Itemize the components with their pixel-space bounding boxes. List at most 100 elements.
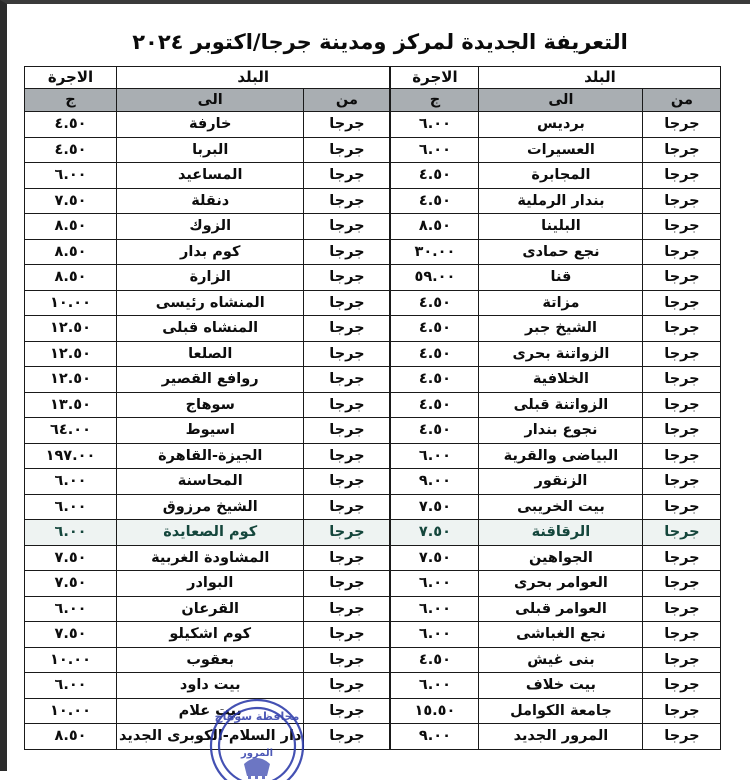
table-row: جرجا المنشاه قبلى ١٢.٥٠ xyxy=(24,315,391,342)
cell-from: جرجا xyxy=(642,238,722,265)
cell-destination: الزواتنة بحرى xyxy=(478,340,644,367)
cell-fare: ٤.٥٠ xyxy=(390,366,480,393)
cell-fare: ٤.٥٠ xyxy=(390,315,480,342)
table-row: جرجا القرعان ٦.٠٠ xyxy=(24,595,391,622)
cell-from: جرجا xyxy=(303,570,391,597)
table-row: جرجا بيت الخريبى ٧.٥٠ xyxy=(390,493,722,520)
cell-from: جرجا xyxy=(642,340,722,367)
cell-fare: ٩.٠٠ xyxy=(390,468,480,495)
cell-destination: العوامر قبلى xyxy=(478,595,644,622)
table-row: جرجا الزارة ٨.٥٠ xyxy=(24,264,391,291)
table-row: جرجا نجع حمادى ٣٠.٠٠ xyxy=(390,238,722,265)
table-row: جرجا الجيزة-القاهرة ١٩٧.٠٠ xyxy=(24,442,391,469)
cell-from: جرجا xyxy=(642,468,722,495)
cell-fare: ٦.٠٠ xyxy=(24,672,117,699)
cell-fare: ٦.٠٠ xyxy=(390,111,480,138)
table-body-right: جرجا خارفة ٤.٥٠ جرجا البربا ٤.٥٠ جرجا المساعيد ٦… xyxy=(24,111,391,750)
cell-fare: ١٢.٥٠ xyxy=(24,340,117,367)
cell-destination: دنقلة xyxy=(115,187,305,214)
table-row: جرجا قنا ٥٩.٠٠ xyxy=(390,264,722,291)
cell-destination: كوم اشكيلو xyxy=(115,621,305,648)
cell-fare: ٦.٠٠ xyxy=(390,621,480,648)
table-row: جرجا روافع القصير ١٢.٥٠ xyxy=(24,366,391,393)
cell-fare: ٦.٠٠ xyxy=(390,672,480,699)
header-fare-unit: ج xyxy=(390,88,480,112)
table-row: جرجا خارفة ٤.٥٠ xyxy=(24,111,391,138)
table-row: جرجا كوم اشكيلو ٧.٥٠ xyxy=(24,621,391,648)
table-row: جرجا كوم الصعايدة ٦.٠٠ xyxy=(24,519,391,546)
cell-from: جرجا xyxy=(303,238,391,265)
cell-fare: ٧.٥٠ xyxy=(24,570,117,597)
table-row: جرجا نجع الغباشى ٦.٠٠ xyxy=(390,621,722,648)
cell-fare: ٦.٠٠ xyxy=(24,519,117,546)
cell-fare: ٤.٥٠ xyxy=(390,646,480,673)
cell-destination: نجوع بندار xyxy=(478,417,644,444)
table-row: جرجا سوهاج ١٣.٥٠ xyxy=(24,391,391,418)
cell-fare: ٤.٥٠ xyxy=(24,136,117,163)
cell-from: جرجا xyxy=(642,646,722,673)
cell-destination: الشيخ مرزوق xyxy=(115,493,305,520)
table-row: جرجا الزنقور ٩.٠٠ xyxy=(390,468,722,495)
cell-destination: نجع الغباشى xyxy=(478,621,644,648)
cell-from: جرجا xyxy=(303,672,391,699)
cell-destination: المنشاه قبلى xyxy=(115,315,305,342)
cell-from: جرجا xyxy=(303,366,391,393)
header-row-group: البلد الاجرة xyxy=(390,66,722,89)
cell-from: جرجا xyxy=(303,417,391,444)
cell-from: جرجا xyxy=(642,187,722,214)
cell-fare: ٤.٥٠ xyxy=(390,391,480,418)
table-row: جرجا البياضى والقرية ٦.٠٠ xyxy=(390,442,722,469)
table-row: جرجا نجوع بندار ٤.٥٠ xyxy=(390,417,722,444)
table-row: جرجا المساعيد ٦.٠٠ xyxy=(24,162,391,189)
cell-from: جرجا xyxy=(642,697,722,724)
header-from: من xyxy=(303,88,391,112)
table-body-left: جرجا برديس ٦.٠٠ جرجا العسيرات ٦.٠٠ جرجا المجابر… xyxy=(390,111,722,750)
cell-destination: المشاودة الغربية xyxy=(115,544,305,571)
table-row: جرجا الرقاقنة ٧.٥٠ xyxy=(390,519,722,546)
cell-from: جرجا xyxy=(642,672,722,699)
table-row: جرجا الزواتنة بحرى ٤.٥٠ xyxy=(390,340,722,367)
cell-destination: بيت داود xyxy=(115,672,305,699)
header-row-group: البلد الاجرة xyxy=(24,66,391,89)
cell-fare: ٥٩.٠٠ xyxy=(390,264,480,291)
table-row: جرجا بندار الرملية ٤.٥٠ xyxy=(390,187,722,214)
cell-destination: العوامر بحرى xyxy=(478,570,644,597)
table-row: جرجا المجابرة ٤.٥٠ xyxy=(390,162,722,189)
cell-destination: البربا xyxy=(115,136,305,163)
cell-from: جرجا xyxy=(642,570,722,597)
cell-fare: ٦.٠٠ xyxy=(24,468,117,495)
page-title: التعريفة الجديدة لمركز ومدينة جرجا/اكتوب… xyxy=(132,30,628,54)
table-row: جرجا بنى غيش ٤.٥٠ xyxy=(390,646,722,673)
table-row: جرجا الزواتنة قبلى ٤.٥٠ xyxy=(390,391,722,418)
cell-fare: ٤.٥٠ xyxy=(390,162,480,189)
cell-from: جرجا xyxy=(642,315,722,342)
cell-destination: الشيخ جبر xyxy=(478,315,644,342)
cell-from: جرجا xyxy=(642,162,722,189)
cell-destination: الزواتنة قبلى xyxy=(478,391,644,418)
table-row: جرجا العسيرات ٦.٠٠ xyxy=(390,136,722,163)
cell-destination: الرقاقنة xyxy=(478,519,644,546)
table-row: جرجا بيت داود ٦.٠٠ xyxy=(24,672,391,699)
cell-fare: ٦.٠٠ xyxy=(24,595,117,622)
cell-destination: كوم الصعايدة xyxy=(115,519,305,546)
cell-fare: ٤.٥٠ xyxy=(390,289,480,316)
table-header-left: البلد الاجرة من الى ج xyxy=(390,66,722,112)
cell-destination: اسيوط xyxy=(115,417,305,444)
cell-from: جرجا xyxy=(303,264,391,291)
table-row: جرجا العوامر قبلى ٦.٠٠ xyxy=(390,595,722,622)
cell-destination: المنشاه رئيسى xyxy=(115,289,305,316)
cell-fare: ٨.٥٠ xyxy=(390,213,480,240)
cell-destination: سوهاج xyxy=(115,391,305,418)
table-header-right: البلد الاجرة من الى ج xyxy=(24,66,391,112)
cell-fare: ١٠.٠٠ xyxy=(24,697,117,724)
table-row: جرجا كوم بدار ٨.٥٠ xyxy=(24,238,391,265)
cell-fare: ٤.٥٠ xyxy=(390,340,480,367)
cell-destination: نجع حمادى xyxy=(478,238,644,265)
table-row: جرجا الشيخ جبر ٤.٥٠ xyxy=(390,315,722,342)
cell-destination: العسيرات xyxy=(478,136,644,163)
table-row: جرجا المنشاه رئيسى ١٠.٠٠ xyxy=(24,289,391,316)
header-fare-group: الاجرة xyxy=(24,66,117,89)
table-row: جرجا بيت علام ١٠.٠٠ xyxy=(24,697,391,724)
cell-destination: قنا xyxy=(478,264,644,291)
header-fare-unit: ج xyxy=(24,88,117,112)
